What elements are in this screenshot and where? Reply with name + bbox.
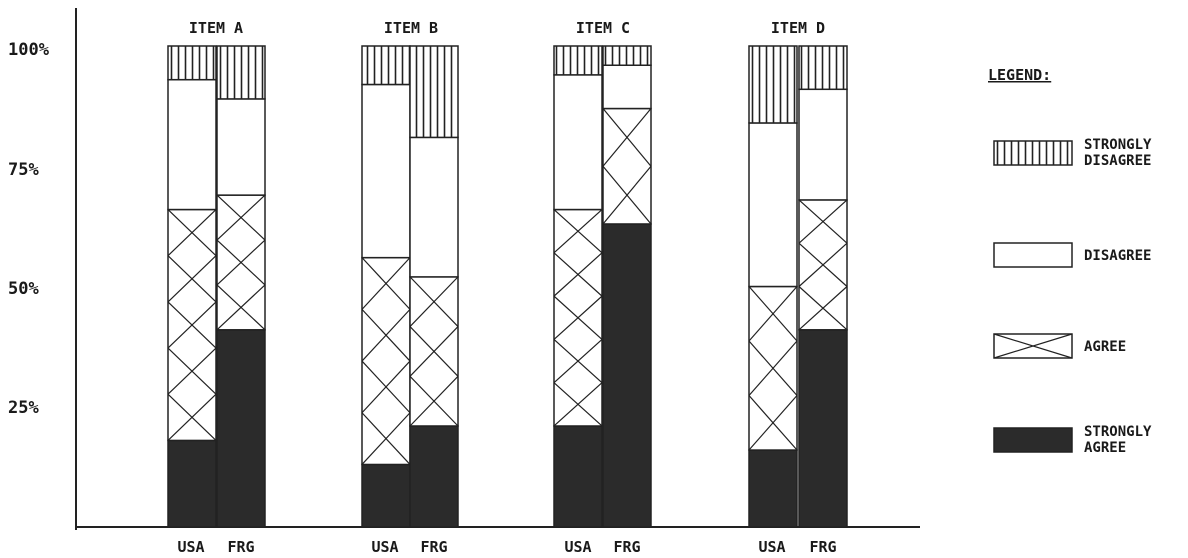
legend-swatch-strongly-agree	[993, 427, 1073, 453]
legend-label-agree-line-1: AGREE	[1084, 339, 1126, 355]
bar-segment-strongly-agree-item-d-usa	[748, 449, 798, 528]
bar-segment-strongly-disagree-item-b-frg	[409, 45, 459, 139]
bar-segment-disagree-item-d-usa	[748, 122, 798, 288]
legend-label-strongly-disagree-line-1: STRONGLY	[1084, 137, 1152, 153]
bar-segment-disagree-item-a-usa	[167, 78, 217, 211]
bar-segment-strongly-agree-item-a-usa	[167, 439, 217, 528]
bar-segment-disagree-item-b-usa	[361, 83, 411, 259]
bar-segment-strongly-disagree-item-c-usa	[553, 45, 603, 76]
legend: LEGEND: STRONGLYDISAGREEDISAGREEAGREESTR…	[988, 66, 1152, 456]
legend-label-strongly-agree-line-2: AGREE	[1084, 440, 1126, 456]
bar-segment-strongly-disagree-item-d-frg	[798, 45, 848, 91]
legend-label-strongly-agree-line-1: STRONGLY	[1084, 424, 1152, 440]
group-title-item-c: ITEM C	[576, 19, 630, 37]
group-title-item-b: ITEM B	[384, 19, 438, 37]
bar-segment-agree-item-b-frg	[409, 276, 459, 427]
x-tick-frg-item-c: FRG	[613, 538, 640, 556]
bar-segment-agree-item-d-usa	[748, 285, 798, 451]
x-tick-frg-item-d: FRG	[809, 538, 836, 556]
legend-item-disagree: DISAGREE	[993, 242, 1151, 268]
legend-swatch-agree	[993, 333, 1073, 359]
y-tick-label-75: 75%	[8, 160, 39, 180]
group-title-item-d: ITEM D	[771, 19, 825, 37]
group-titles: ITEM A ITEM B ITEM C ITEM D	[189, 19, 825, 37]
bar-segment-agree-item-c-usa	[553, 208, 603, 427]
bar-segment-agree-item-a-frg	[216, 194, 266, 331]
bar-segment-agree-item-c-frg	[602, 107, 652, 225]
y-tick-labels: 25% 50% 75% 100%	[8, 40, 50, 418]
x-tick-usa-item-d: USA	[758, 538, 785, 556]
bar-segment-strongly-agree-item-c-usa	[553, 425, 603, 528]
y-tick-label-100: 100%	[8, 40, 50, 60]
bar-segment-strongly-agree-item-a-frg	[216, 329, 266, 528]
legend-label-strongly-disagree-line-2: DISAGREE	[1084, 153, 1151, 169]
legend-items: STRONGLYDISAGREEDISAGREEAGREESTRONGLYAGR…	[993, 137, 1152, 456]
bars	[167, 45, 848, 528]
bar-segment-agree-item-a-usa	[167, 208, 217, 442]
bar-segment-strongly-disagree-item-a-usa	[167, 45, 217, 81]
x-tick-labels: USA FRG USA FRG USA FRG USA FRG	[177, 538, 836, 556]
x-tick-frg-item-b: FRG	[420, 538, 447, 556]
bar-segment-strongly-disagree-item-d-usa	[748, 45, 798, 124]
bar-segment-strongly-disagree-item-a-frg	[216, 45, 266, 100]
y-tick-label-25: 25%	[8, 398, 39, 418]
bar-segment-agree-item-d-frg	[798, 199, 848, 331]
x-tick-usa-item-c: USA	[564, 538, 591, 556]
x-tick-frg-item-a: FRG	[227, 538, 254, 556]
legend-title: LEGEND:	[988, 66, 1051, 84]
legend-item-agree: AGREE	[993, 333, 1126, 359]
bar-segment-strongly-agree-item-b-usa	[361, 463, 411, 528]
bar-segment-strongly-disagree-item-b-usa	[361, 45, 411, 86]
bar-segment-disagree-item-b-frg	[409, 136, 459, 278]
group-title-item-a: ITEM A	[189, 19, 243, 37]
bar-segment-strongly-agree-item-c-frg	[602, 223, 652, 528]
bar-segment-agree-item-b-usa	[361, 256, 411, 466]
y-tick-label-50: 50%	[8, 279, 39, 299]
x-tick-usa-item-b: USA	[371, 538, 398, 556]
bar-segment-disagree-item-d-frg	[798, 88, 848, 201]
bar-segment-strongly-disagree-item-c-frg	[602, 45, 652, 66]
legend-label-disagree-line-1: DISAGREE	[1084, 248, 1151, 264]
x-tick-usa-item-a: USA	[177, 538, 204, 556]
bar-segment-disagree-item-c-usa	[553, 74, 603, 211]
bar-segment-disagree-item-a-frg	[216, 98, 266, 196]
legend-swatch-disagree	[993, 242, 1073, 268]
bar-segment-strongly-agree-item-d-frg	[798, 329, 848, 528]
bar-segment-disagree-item-c-frg	[602, 64, 652, 110]
legend-swatch-strongly-disagree	[993, 140, 1073, 166]
bar-segment-strongly-agree-item-b-frg	[409, 425, 459, 528]
